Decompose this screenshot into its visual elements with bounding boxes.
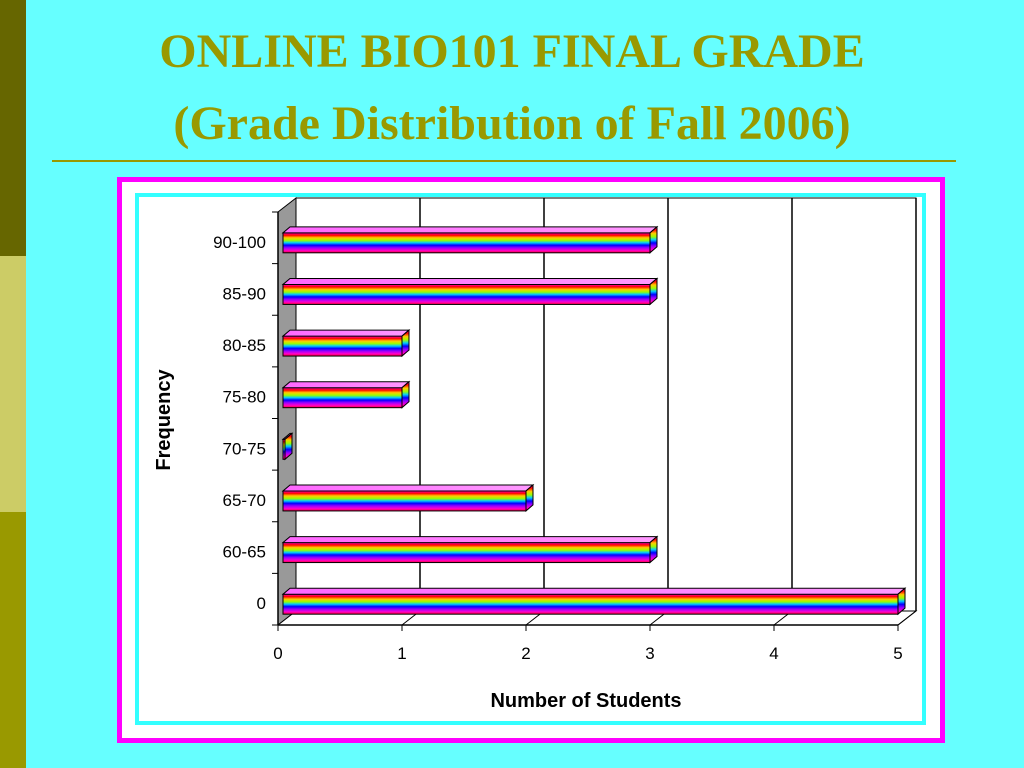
bar-end	[525, 483, 534, 513]
x-tick-label: 4	[769, 644, 778, 663]
slide-subtitle: (Grade Distribution of Fall 2006)	[173, 97, 851, 150]
bar-end	[284, 432, 293, 461]
x-tick-label: 5	[893, 644, 902, 663]
gridline-floor	[897, 610, 917, 626]
bar-top	[281, 381, 411, 389]
y-axis-title: Frequency	[153, 369, 175, 471]
bar-top	[281, 226, 659, 234]
bar-top	[281, 484, 535, 492]
side-bar-middle	[0, 256, 26, 512]
y-tick-label: 85-90	[223, 284, 266, 303]
x-tick-label: 1	[397, 644, 406, 663]
x-tick-label: 3	[645, 644, 654, 663]
bar-end	[401, 380, 410, 409]
title-divider	[52, 160, 956, 162]
y-tick-label: 65-70	[223, 491, 266, 510]
bar	[282, 232, 651, 254]
slide-title: ONLINE BIO101 FINAL GRADE	[159, 25, 865, 78]
bar	[282, 490, 527, 512]
bar-end	[649, 277, 658, 306]
x-axis-title: Number of Students	[490, 690, 681, 712]
bar	[282, 542, 651, 564]
bar-end	[649, 535, 658, 564]
bar	[282, 387, 403, 409]
side-bar-top	[0, 0, 26, 256]
side-bar-bottom	[0, 512, 26, 768]
bar	[282, 283, 651, 305]
y-tick-label: 75-80	[223, 388, 266, 407]
bar-end	[401, 328, 410, 358]
bar	[282, 593, 899, 615]
bar-top	[281, 277, 659, 285]
bar	[282, 335, 403, 357]
bar-end	[897, 587, 906, 616]
bar-top	[281, 587, 907, 595]
y-tick-label: 0	[257, 594, 266, 613]
bar-top	[281, 536, 659, 544]
y-tick-label: 70-75	[223, 439, 266, 458]
bar-top	[281, 329, 411, 337]
y-tick-label: 90-100	[213, 233, 266, 252]
bar-end	[649, 225, 658, 254]
x-tick-label: 0	[273, 644, 282, 663]
y-tick-label: 80-85	[223, 336, 266, 355]
y-tick-label: 60-65	[223, 543, 266, 562]
x-tick-label: 2	[521, 644, 530, 663]
